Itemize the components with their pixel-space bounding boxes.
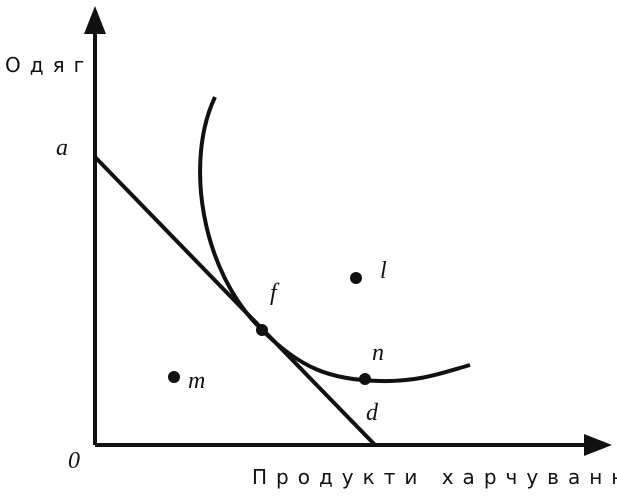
label-f: f: [270, 280, 280, 306]
x-arrow: [584, 434, 612, 456]
point-n: [359, 373, 371, 385]
origin-label: 0: [68, 448, 80, 474]
label-n: n: [372, 340, 384, 366]
point-m: [168, 371, 180, 383]
point-f: [256, 324, 268, 336]
y-arrow: [84, 6, 106, 34]
budget-line: [93, 155, 377, 447]
x-label: Продукти харчування: [252, 465, 617, 489]
indifference-curve: [198, 96, 471, 384]
label-d: d: [366, 400, 379, 426]
label-l: l: [380, 258, 387, 284]
point-l: [350, 272, 362, 284]
y-label: Одяг: [5, 53, 93, 77]
label-m: m: [188, 368, 205, 394]
label-a: a: [56, 135, 68, 161]
